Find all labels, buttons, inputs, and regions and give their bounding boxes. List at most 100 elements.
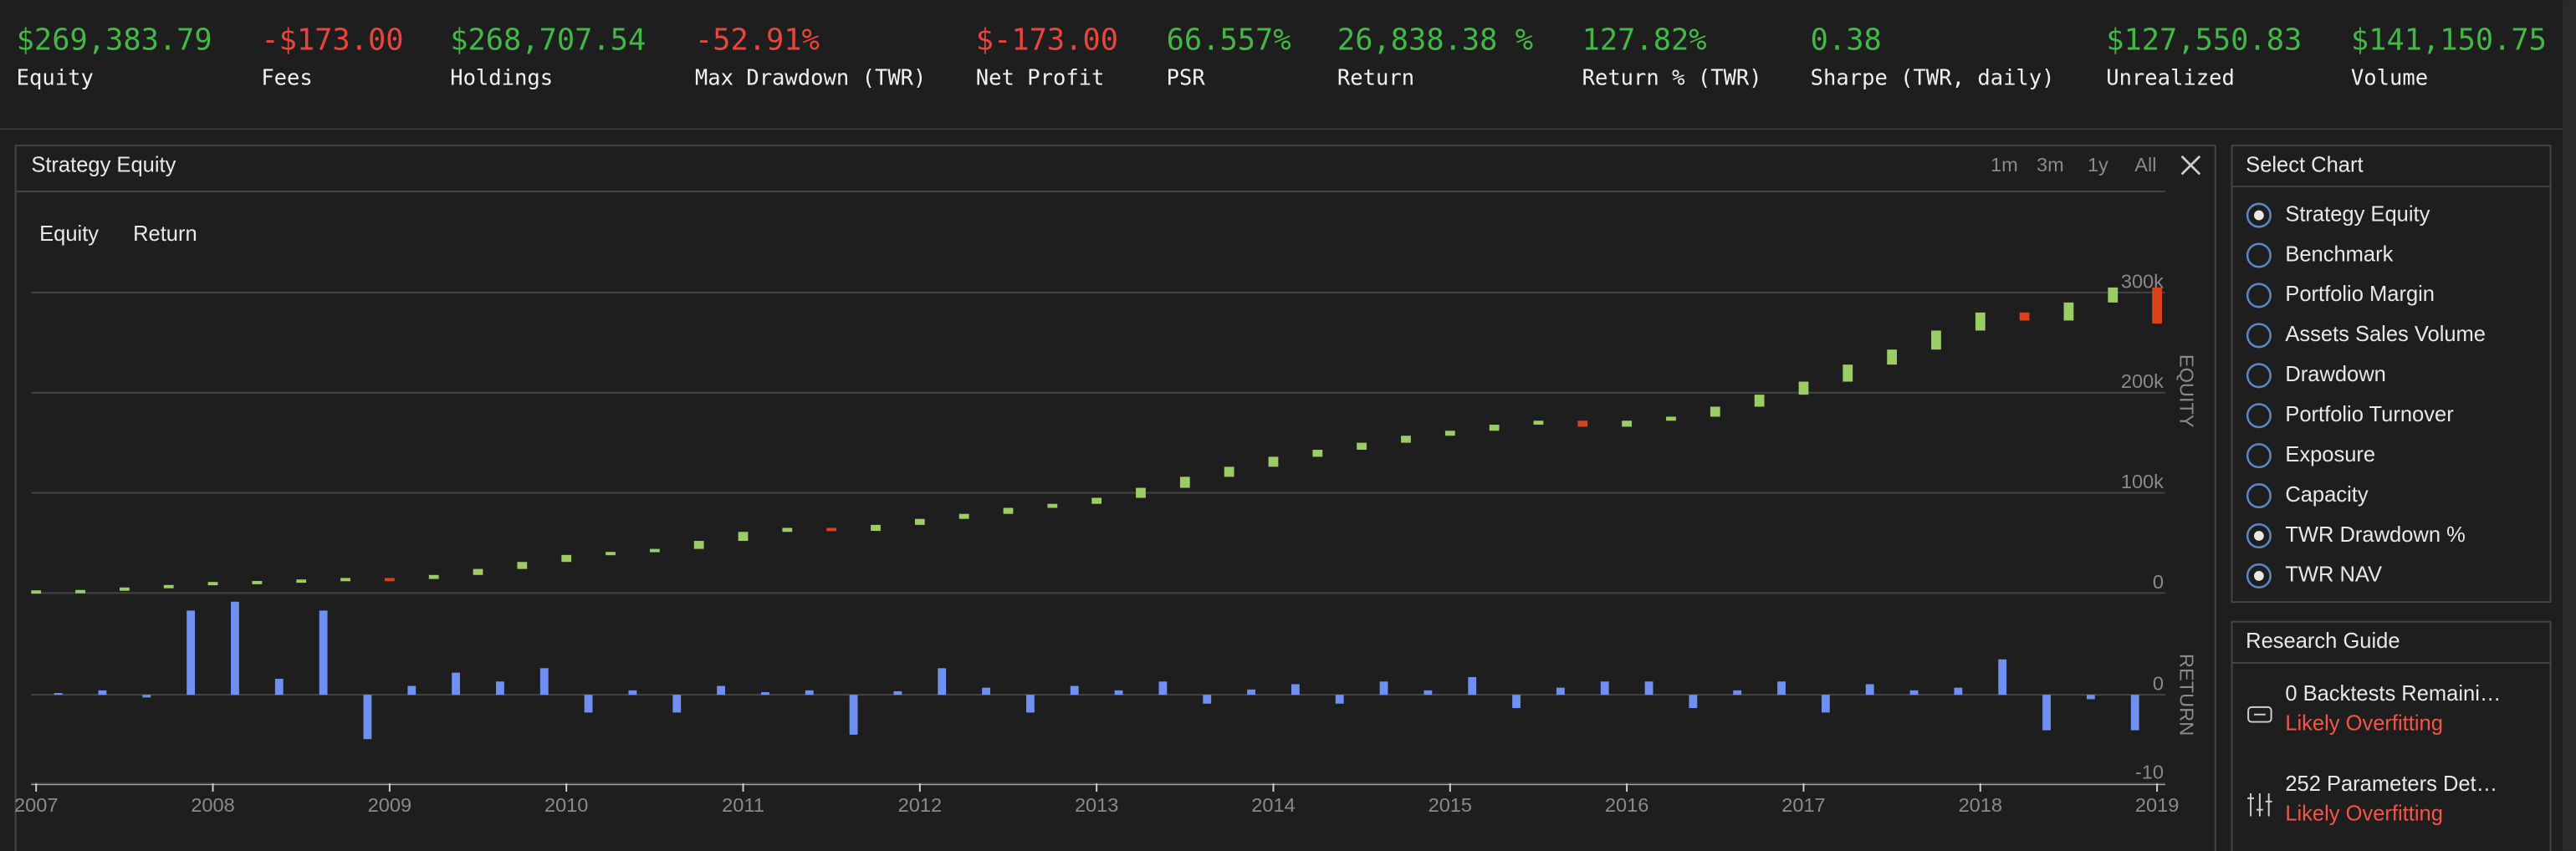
option-label[interactable]: TWR Drawdown %	[2285, 523, 2466, 547]
radio-button[interactable]	[2246, 443, 2272, 469]
legend-entry[interactable]: Return	[133, 222, 197, 246]
x-tick-label: 2014	[1251, 794, 1295, 816]
stat-value: $127,550.83	[2106, 23, 2302, 57]
return-bar	[1158, 681, 1168, 696]
x-tick-label: 2007	[14, 794, 58, 816]
candle	[1357, 442, 1367, 451]
close-icon[interactable]	[2180, 155, 2201, 176]
radio-button[interactable]	[2246, 283, 2272, 308]
option-label[interactable]: Assets Sales Volume	[2285, 323, 2486, 346]
y-axis-label: EQUITY	[2175, 354, 2197, 428]
stats-bar: $269,383.79 Equity -$173.00 Fees $268,707.54…	[17, 23, 2547, 90]
return-bar	[672, 695, 682, 713]
candle	[1268, 456, 1279, 467]
panel-title: Strategy Equity	[31, 153, 176, 176]
radio-button[interactable]	[2246, 563, 2272, 589]
return-bar	[231, 601, 239, 696]
x-tick-label: 2018	[1959, 794, 2002, 816]
candle	[1754, 395, 1765, 407]
option-label[interactable]: Exposure	[2285, 443, 2375, 466]
return-bar	[2042, 695, 2051, 731]
x-tick-label: 2019	[2135, 794, 2179, 816]
option-label[interactable]: Benchmark	[2285, 242, 2393, 266]
return-bar	[1468, 676, 1477, 696]
return-bar	[1689, 695, 1698, 709]
return-bar	[187, 610, 196, 696]
radio-button[interactable]	[2246, 522, 2272, 549]
research-item-title[interactable]: 0 Backtests Remaini…	[2285, 682, 2501, 706]
option-label[interactable]: Capacity	[2285, 483, 2369, 507]
candle	[119, 587, 130, 591]
x-tick-label: 2010	[544, 794, 588, 816]
research-item-title[interactable]: 252 Parameters Det…	[2285, 772, 2497, 796]
stat-label: Max Drawdown (TWR)	[695, 66, 927, 91]
return-bar	[893, 690, 902, 696]
return-bar	[1070, 685, 1079, 696]
stat-label: Return	[1337, 66, 1414, 91]
return-bar	[982, 687, 990, 696]
return-bar	[849, 695, 858, 735]
x-tick-label: 2017	[1781, 794, 1825, 816]
candle	[561, 554, 572, 563]
return-bar	[1512, 695, 1521, 709]
research-item-status: Likely Overfitting	[2285, 802, 2443, 825]
radio-button[interactable]	[2246, 323, 2272, 349]
candle	[31, 590, 42, 594]
radio-button[interactable]	[2246, 202, 2272, 228]
legend-entry[interactable]: Equity	[39, 222, 99, 246]
radio-selected	[2254, 571, 2264, 581]
stat-label: Net Profit	[976, 66, 1105, 91]
candle	[1003, 507, 1014, 514]
return-bar	[363, 695, 372, 740]
radio-button[interactable]	[2246, 403, 2272, 429]
candle	[340, 578, 350, 582]
return-bar	[628, 690, 637, 696]
return-bar	[2086, 695, 2095, 700]
option-label[interactable]: Portfolio Turnover	[2285, 403, 2454, 426]
option-label[interactable]: TWR NAV	[2285, 563, 2382, 587]
radio-button[interactable]	[2246, 242, 2272, 268]
candle	[1577, 420, 1588, 427]
candle	[473, 568, 483, 575]
timeframe-button[interactable]: 1y	[2088, 154, 2108, 176]
y-axis-label: RETURN	[2175, 654, 2197, 736]
stat-label: Holdings	[450, 66, 553, 91]
research-guide-panel	[2231, 620, 2552, 851]
radio-selected	[2254, 210, 2264, 221]
scrollbar	[2563, 0, 2576, 851]
option-label[interactable]: Strategy Equity	[2285, 202, 2430, 226]
candle	[1401, 436, 1411, 443]
return-bar	[2130, 695, 2139, 731]
stat-value: -52.91%	[695, 23, 820, 57]
candle	[252, 580, 263, 584]
radio-selected	[2254, 531, 2264, 541]
return-bar	[496, 681, 504, 696]
option-label[interactable]: Portfolio Margin	[2285, 283, 2435, 306]
stat-value: $141,150.75	[2351, 23, 2547, 57]
x-tick-label: 2016	[1605, 794, 1648, 816]
candle	[163, 584, 174, 589]
return-bar	[1556, 687, 1565, 696]
return-bar	[319, 610, 328, 696]
return-bar	[805, 690, 814, 696]
timeframe-button[interactable]: 1m	[1991, 154, 2018, 176]
radio-button[interactable]	[2246, 363, 2272, 389]
parameters-icon	[2247, 793, 2272, 817]
stat-value: -$173.00	[261, 23, 403, 57]
y-tick-label: -10	[2135, 762, 2164, 783]
return-bar	[717, 685, 726, 696]
chart-panel	[14, 145, 2216, 851]
candle	[1843, 364, 1853, 382]
timeframe-button[interactable]: 3m	[2037, 154, 2064, 176]
select-chart-title: Select Chart	[2246, 153, 2363, 176]
candle	[428, 574, 439, 579]
candle	[693, 541, 704, 549]
research-item-status: Likely Overfitting	[2285, 711, 2443, 735]
candle	[738, 532, 749, 542]
radio-button[interactable]	[2246, 483, 2272, 509]
timeframe-button[interactable]: All	[2134, 154, 2156, 176]
candle	[1489, 425, 1500, 431]
candle	[2152, 287, 2162, 324]
candle	[1047, 503, 1058, 508]
option-label[interactable]: Drawdown	[2285, 363, 2386, 386]
